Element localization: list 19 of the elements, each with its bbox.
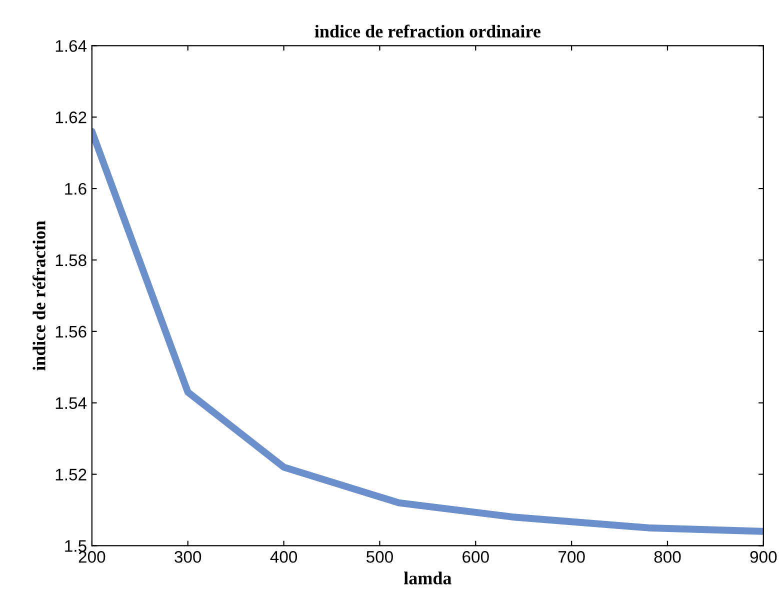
- x-tick-label: 500: [366, 551, 393, 563]
- x-tick-label: 200: [78, 551, 106, 563]
- y-axis-title: indice de réfraction: [32, 220, 46, 371]
- x-tick-label: 600: [462, 551, 489, 563]
- y-tick-label: 1.62: [56, 112, 86, 124]
- y-tick-label: 1.58: [56, 254, 86, 266]
- x-axis-title: lamda: [404, 572, 452, 584]
- chart-title: indice de refraction ordinaire: [314, 24, 540, 38]
- y-tick-label: 1.6: [65, 182, 86, 195]
- y-tick-label: 1.56: [56, 326, 86, 338]
- x-tick-label: 300: [174, 551, 202, 563]
- y-tick-label: 1.52: [56, 468, 86, 480]
- x-tick-label: 800: [654, 551, 681, 563]
- x-tick-label: 400: [270, 551, 298, 563]
- y-tick-label: 1.54: [56, 397, 87, 410]
- y-tick-label: 1.5: [65, 540, 86, 552]
- y-tick-label: 1.64: [56, 40, 87, 52]
- x-tick-label: 700: [558, 551, 585, 563]
- x-tick-label: 900: [750, 551, 777, 563]
